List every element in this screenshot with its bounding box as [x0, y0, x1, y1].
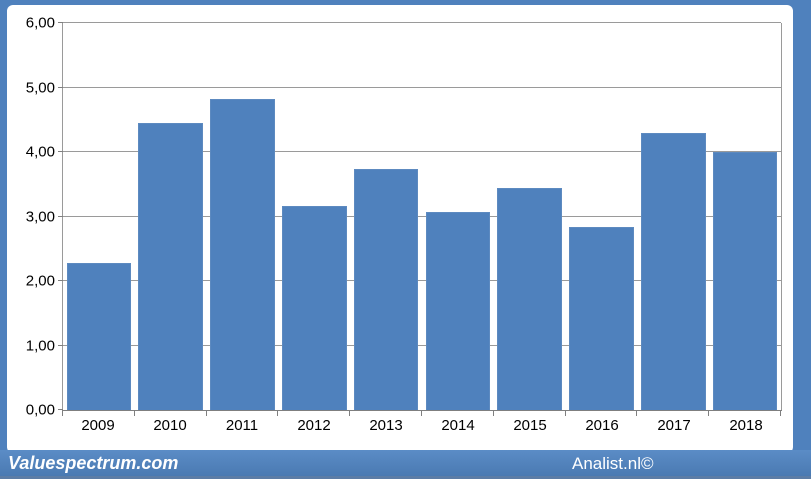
y-axis-labels: 0,00 1,00 2,00 3,00 4,00 5,00 6,00 — [7, 15, 55, 419]
x-tick — [133, 411, 135, 416]
gridline — [63, 280, 781, 281]
x-tick — [492, 411, 494, 416]
bar-2018 — [712, 152, 778, 410]
x-tick — [62, 411, 63, 416]
bar-2017 — [640, 133, 706, 410]
x-axis-labels: 2009 2010 2011 2012 2013 2014 2015 2016 2017 2018 — [62, 417, 782, 434]
y-tick-label: 1,00 — [25, 337, 55, 354]
x-category-label: 2015 — [513, 417, 547, 434]
footer-bar: Valuespectrum.com Analist.nl© — [0, 450, 811, 479]
x-tick — [636, 411, 638, 416]
x-category-label: 2010 — [153, 417, 187, 434]
analist-watermark: Analist.nl© — [572, 454, 654, 473]
x-category-label: 2013 — [369, 417, 403, 434]
bar-slot — [350, 23, 422, 410]
bar-slot — [637, 23, 709, 410]
bar-2013 — [353, 168, 419, 410]
bar-2010 — [138, 123, 203, 410]
x-category-label: 2018 — [729, 417, 763, 434]
x-tick — [277, 411, 279, 416]
x-category-label: 2017 — [657, 417, 691, 434]
y-tick — [58, 344, 63, 346]
x-tick — [780, 411, 781, 416]
x-axis-line — [62, 410, 782, 411]
plot-area — [58, 22, 782, 416]
y-tick-label: 6,00 — [25, 14, 55, 32]
y-tick-label: 4,00 — [25, 143, 55, 161]
bar-2015 — [497, 187, 562, 410]
x-tick — [708, 411, 710, 416]
bar-slot — [278, 23, 350, 410]
y-tick-label: 3,00 — [25, 208, 55, 225]
x-tick — [349, 411, 351, 416]
bar-2011 — [210, 99, 275, 410]
bar-slot — [494, 23, 566, 410]
bar-slot — [566, 23, 638, 410]
y-tick-label: 2,00 — [25, 272, 55, 290]
x-category-label: 2012 — [297, 417, 331, 434]
y-tick — [58, 151, 63, 152]
bar-slot — [207, 23, 279, 410]
x-tick — [564, 411, 566, 416]
y-tick — [58, 22, 63, 23]
bar-2016 — [569, 226, 634, 410]
gridline — [63, 22, 781, 23]
bar-slot — [709, 23, 781, 410]
y-tick-label: 5,00 — [25, 79, 55, 96]
bar-slot — [135, 23, 207, 410]
gridline — [63, 86, 781, 88]
bar-2009 — [66, 262, 132, 410]
bar-2012 — [281, 206, 347, 410]
valuespectrum-watermark: Valuespectrum.com — [8, 453, 179, 473]
x-tick — [421, 411, 422, 416]
bars-container — [63, 23, 781, 410]
x-category-label: 2009 — [81, 417, 115, 434]
chart-card: 0,00 1,00 2,00 3,00 4,00 5,00 6,00 2009 2010 201… — [7, 5, 793, 453]
y-tick — [58, 215, 63, 217]
y-tick — [58, 280, 63, 281]
x-category-label: 2011 — [225, 417, 259, 434]
bar-slot — [422, 23, 494, 410]
y-tick — [58, 409, 63, 410]
x-category-label: 2016 — [585, 417, 619, 434]
gridline — [63, 151, 781, 152]
gridline — [63, 215, 781, 217]
y-tick-label: 0,00 — [25, 401, 55, 419]
gridline — [63, 344, 781, 346]
x-category-label: 2014 — [441, 417, 475, 434]
bar-slot — [63, 23, 135, 410]
bar-2014 — [425, 212, 491, 410]
y-tick — [58, 86, 63, 88]
x-tick — [205, 411, 207, 416]
